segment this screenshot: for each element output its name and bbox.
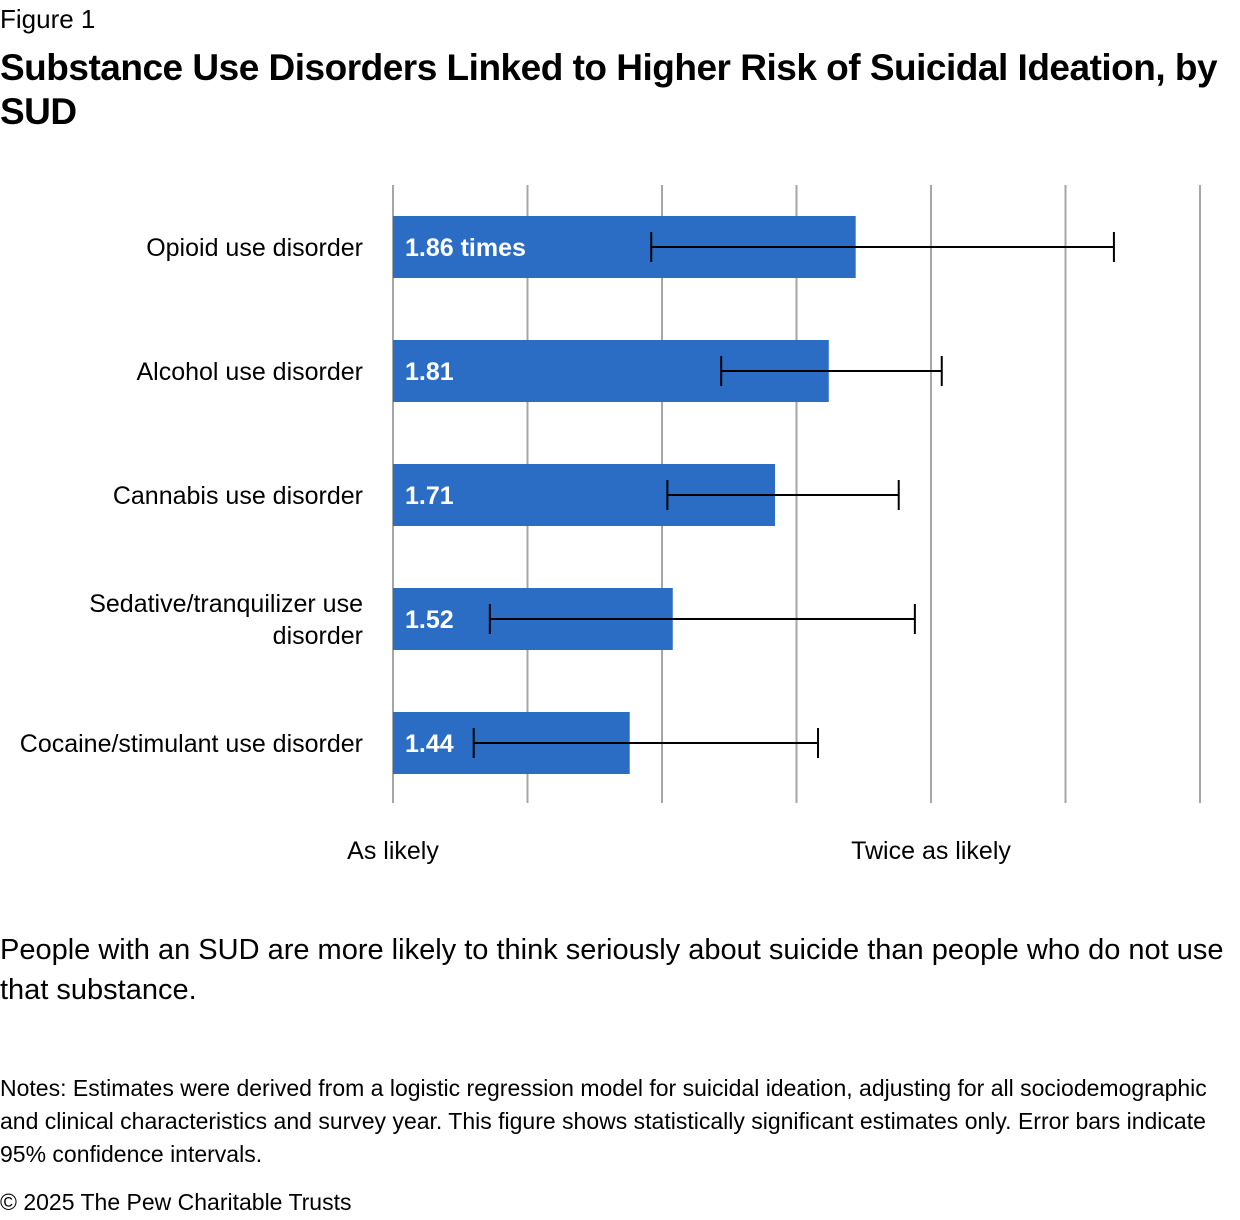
category-label: Alcohol use disorder	[136, 358, 363, 386]
category-label: Cocaine/stimulant use disorder	[20, 730, 363, 758]
data-label: 1.81	[405, 358, 454, 386]
chart-subtitle: People with an SUD are more likely to th…	[0, 934, 1224, 1006]
data-label: 1.71	[405, 482, 454, 510]
axis-label: As likely	[347, 837, 439, 865]
data-label: 1.86 times	[405, 234, 526, 262]
category-label: Opioid use disorder	[146, 234, 363, 262]
figure-label: Figure 1	[0, 4, 96, 34]
chart-title: Substance Use Disorders Linked to Higher…	[0, 47, 1218, 132]
copyright: © 2025 The Pew Charitable Trusts	[0, 1189, 352, 1215]
category-label: Cannabis use disorder	[113, 482, 363, 510]
bar-chart: 1.86 times Opioid use disorder 1.81 Alcohol…	[20, 185, 1201, 865]
category-label: disorder	[273, 622, 363, 650]
category-label: Sedative/tranquilizer use	[89, 590, 363, 618]
data-label: 1.52	[405, 606, 454, 634]
data-label: 1.44	[405, 730, 454, 758]
axis-label: Twice as likely	[851, 837, 1011, 865]
chart-notes: Notes: Estimates were derived from a log…	[0, 1075, 1207, 1167]
